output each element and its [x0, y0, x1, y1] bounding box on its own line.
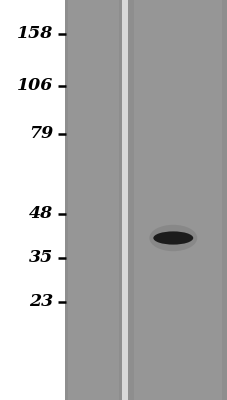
Text: 158: 158: [17, 26, 53, 42]
Bar: [118, 0, 121, 400]
Text: 35: 35: [29, 250, 53, 266]
Bar: [127, 0, 227, 400]
Ellipse shape: [149, 225, 196, 251]
Text: 106: 106: [17, 78, 53, 94]
Text: 23: 23: [29, 294, 53, 310]
Text: 79: 79: [29, 126, 53, 142]
Bar: [221, 0, 227, 400]
Bar: [65, 0, 121, 400]
Ellipse shape: [153, 231, 192, 244]
Bar: [121, 0, 127, 400]
Bar: [65, 0, 68, 400]
Bar: [127, 0, 133, 400]
Text: 48: 48: [29, 206, 53, 222]
